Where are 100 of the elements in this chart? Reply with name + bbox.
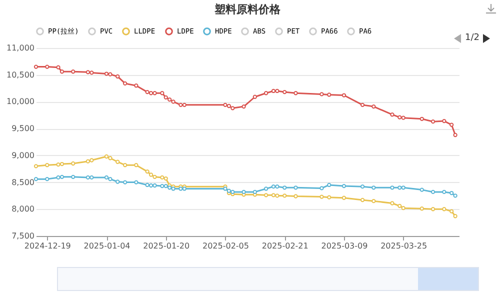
point (342, 184, 346, 188)
point (342, 196, 346, 200)
point (252, 190, 257, 194)
point (152, 91, 157, 96)
point (230, 190, 235, 194)
point (327, 92, 332, 97)
point (401, 186, 406, 190)
point (342, 93, 346, 98)
point (56, 162, 60, 167)
point (275, 88, 280, 94)
x-tick-label: 2025-03-09 (321, 242, 368, 250)
point (442, 207, 446, 212)
point (182, 102, 186, 108)
point (134, 180, 138, 184)
point (442, 118, 446, 124)
point (56, 65, 60, 70)
point (230, 106, 235, 110)
point (45, 163, 50, 168)
point (71, 174, 76, 179)
point (360, 102, 365, 108)
point (360, 198, 365, 202)
point (86, 159, 90, 164)
point (45, 176, 50, 182)
point (108, 156, 112, 160)
point (430, 207, 436, 212)
point (294, 186, 298, 190)
point (34, 176, 38, 182)
point (372, 199, 376, 204)
point (178, 102, 183, 108)
y-tick-label: 9,500 (12, 124, 34, 134)
point (164, 184, 168, 188)
point (294, 91, 298, 96)
chart-title: 塑料原料价格 (214, 3, 282, 16)
point (271, 88, 276, 94)
point (294, 194, 298, 198)
y-tick-label: 8,500 (12, 178, 34, 187)
point (398, 204, 402, 208)
point (320, 92, 324, 96)
point (242, 104, 246, 109)
point (372, 186, 376, 190)
point (420, 116, 424, 121)
point (90, 158, 94, 162)
x-tick-label: 2025-02-21 (262, 242, 308, 250)
point (398, 186, 402, 190)
point (152, 183, 157, 188)
point (320, 186, 324, 190)
point (108, 72, 112, 76)
point (271, 184, 276, 189)
point (116, 160, 120, 164)
x-tick-label: 2025-01-20 (143, 242, 190, 250)
point (282, 186, 287, 190)
point (398, 115, 402, 120)
point (148, 91, 154, 96)
point (60, 162, 64, 166)
point (420, 206, 424, 211)
point (390, 112, 394, 117)
point (226, 188, 232, 193)
point (148, 172, 154, 177)
point (226, 104, 232, 108)
point (86, 175, 90, 180)
point (320, 194, 324, 199)
point (60, 70, 64, 74)
point (34, 164, 38, 168)
point (390, 186, 394, 190)
point (252, 94, 257, 99)
point (134, 163, 138, 168)
point (401, 116, 406, 120)
point (430, 190, 436, 194)
point (104, 72, 109, 76)
point (401, 206, 406, 210)
point (327, 195, 332, 200)
point (60, 174, 64, 179)
point (71, 70, 76, 74)
point (134, 84, 138, 88)
point (56, 175, 60, 180)
x-tick-label: 2025-01-04 (84, 242, 130, 250)
point (90, 70, 94, 75)
point (327, 182, 332, 188)
x-tick-label: 2024-12-19 (24, 242, 71, 250)
point (264, 193, 268, 198)
x-tick-label: 2025-03-25 (380, 242, 428, 250)
point (264, 91, 268, 96)
point (171, 100, 176, 104)
point (450, 122, 454, 127)
point (390, 201, 394, 206)
point (145, 90, 150, 94)
point (90, 175, 94, 180)
point (223, 102, 228, 108)
point (122, 81, 128, 86)
y-tick-label: 8,000 (12, 204, 34, 214)
point (160, 184, 164, 188)
y-tick-label: 11,000 (6, 44, 34, 52)
point (45, 64, 50, 69)
point (160, 175, 164, 180)
y-tick-label: 10,000 (6, 97, 34, 106)
point (116, 74, 120, 79)
text: 1/2 (465, 33, 480, 43)
point (164, 95, 168, 100)
point (430, 120, 436, 124)
point (108, 176, 112, 182)
